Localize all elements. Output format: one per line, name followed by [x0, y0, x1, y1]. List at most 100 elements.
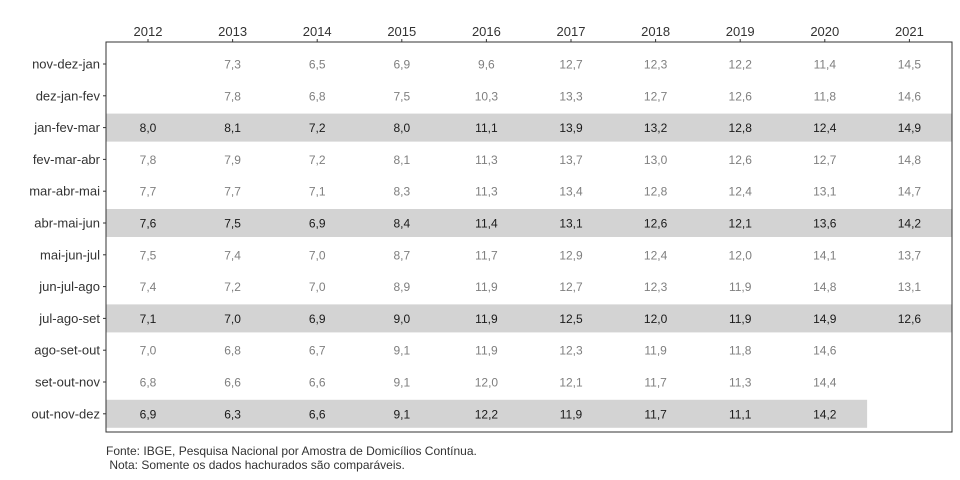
- column-header-2020: 2020: [810, 24, 839, 39]
- cell-value: 7,0: [309, 280, 326, 294]
- cell-value: 7,5: [393, 89, 410, 103]
- cell-value: 11,7: [644, 407, 667, 421]
- column-header-2014: 2014: [303, 24, 332, 39]
- cell-value: 6,6: [224, 376, 241, 390]
- cell-value: 6,6: [309, 407, 326, 421]
- cell-value: 12,6: [729, 89, 753, 103]
- cell-value: 13,9: [559, 121, 583, 135]
- cell-value: 7,9: [224, 153, 241, 167]
- cell-value: 12,7: [559, 58, 583, 72]
- highlight-band-jan-fev-mar: [106, 113, 952, 142]
- cell-value: 8,1: [393, 153, 410, 167]
- cell-value: 11,9: [644, 344, 667, 358]
- cell-value: 11,9: [475, 312, 498, 326]
- cell-value: 11,4: [814, 58, 837, 72]
- cell-value: 14,1: [813, 248, 837, 262]
- cell-value: 7,1: [140, 312, 157, 326]
- cell-value: 12,7: [644, 89, 668, 103]
- row-label-jul-ago-set: jul-ago-set: [38, 311, 100, 326]
- cell-value: 13,1: [813, 185, 837, 199]
- cell-value: 11,9: [475, 280, 498, 294]
- column-header-2015: 2015: [387, 24, 416, 39]
- cell-value: 13,3: [559, 89, 583, 103]
- column-header-2013: 2013: [218, 24, 247, 39]
- row-label-ago-set-out: ago-set-out: [34, 343, 100, 358]
- row-label-mar-abr-mai: mar-abr-mai: [29, 184, 100, 199]
- cell-value: 11,1: [729, 407, 752, 421]
- cell-value: 12,9: [559, 248, 583, 262]
- cell-value: 7,5: [140, 248, 157, 262]
- cell-value: 9,1: [393, 376, 410, 390]
- cell-value: 13,2: [644, 121, 668, 135]
- cell-value: 12,0: [644, 312, 668, 326]
- cell-value: 13,4: [559, 185, 583, 199]
- cell-value: 12,7: [559, 280, 583, 294]
- cell-value: 7,5: [224, 217, 241, 231]
- column-header-2019: 2019: [726, 24, 755, 39]
- panel-border: [105, 41, 953, 433]
- cell-value: 7,0: [224, 312, 241, 326]
- row-label-nov-dez-jan: nov-dez-jan: [32, 57, 100, 72]
- cell-value: 7,8: [224, 89, 241, 103]
- note-footnote: Nota: Somente os dados hachurados são co…: [106, 458, 405, 472]
- cell-value: 8,3: [393, 185, 410, 199]
- cell-value: 7,0: [140, 344, 157, 358]
- cell-value: 7,7: [224, 185, 241, 199]
- cell-value: 12,3: [559, 344, 583, 358]
- row-label-out-nov-dez: out-nov-dez: [31, 406, 100, 421]
- cell-value: 11,3: [729, 376, 752, 390]
- column-header-2012: 2012: [134, 24, 163, 39]
- cell-value: 14,6: [898, 89, 922, 103]
- cell-value: 14,6: [813, 344, 837, 358]
- cell-value: 7,6: [140, 217, 157, 231]
- cell-value: 12,2: [729, 58, 753, 72]
- cell-value: 14,2: [898, 217, 922, 231]
- cell-value: 7,0: [309, 248, 326, 262]
- column-header-2016: 2016: [472, 24, 501, 39]
- cell-value: 13,1: [898, 280, 922, 294]
- cell-value: 6,5: [309, 58, 326, 72]
- cell-value: 7,4: [140, 280, 157, 294]
- cell-value: 9,1: [393, 407, 410, 421]
- cell-value: 12,6: [898, 312, 922, 326]
- cell-value: 11,7: [644, 376, 667, 390]
- row-label-jan-fev-mar: jan-fev-mar: [33, 120, 100, 135]
- row-label-dez-jan-fev: dez-jan-fev: [36, 88, 101, 103]
- cell-value: 13,7: [898, 248, 922, 262]
- cell-value: 7,4: [224, 248, 241, 262]
- cell-value: 14,9: [898, 121, 922, 135]
- cell-value: 11,9: [729, 280, 752, 294]
- cell-value: 7,7: [140, 185, 157, 199]
- cell-value: 14,9: [813, 312, 837, 326]
- column-header-2021: 2021: [895, 24, 924, 39]
- row-label-set-out-nov: set-out-nov: [35, 375, 101, 390]
- cell-value: 12,6: [729, 153, 753, 167]
- column-header-2018: 2018: [641, 24, 670, 39]
- cell-value: 7,3: [224, 58, 241, 72]
- cell-value: 13,6: [813, 217, 837, 231]
- cell-value: 9,0: [393, 312, 410, 326]
- cell-value: 8,9: [393, 280, 410, 294]
- cell-value: 14,5: [898, 58, 922, 72]
- cell-value: 14,7: [898, 185, 922, 199]
- cell-value: 12,2: [475, 407, 499, 421]
- cell-value: 8,7: [393, 248, 410, 262]
- cell-value: 12,4: [813, 121, 837, 135]
- cell-value: 11,7: [475, 248, 498, 262]
- cell-value: 6,6: [309, 376, 326, 390]
- cell-value: 12,1: [729, 217, 753, 231]
- cell-value: 7,2: [224, 280, 241, 294]
- row-label-abr-mai-jun: abr-mai-jun: [34, 216, 100, 231]
- cell-value: 13,0: [644, 153, 668, 167]
- cell-value: 12,8: [729, 121, 753, 135]
- highlight-band-out-nov-dez: [106, 399, 868, 428]
- cell-value: 7,2: [309, 121, 326, 135]
- cell-value: 8,0: [393, 121, 410, 135]
- cell-value: 12,1: [559, 376, 583, 390]
- cell-value: 12,3: [644, 280, 668, 294]
- cell-value: 6,9: [309, 217, 326, 231]
- cell-value: 12,4: [644, 248, 668, 262]
- cell-value: 7,2: [309, 153, 326, 167]
- row-label-mai-jun-jul: mai-jun-jul: [40, 247, 100, 262]
